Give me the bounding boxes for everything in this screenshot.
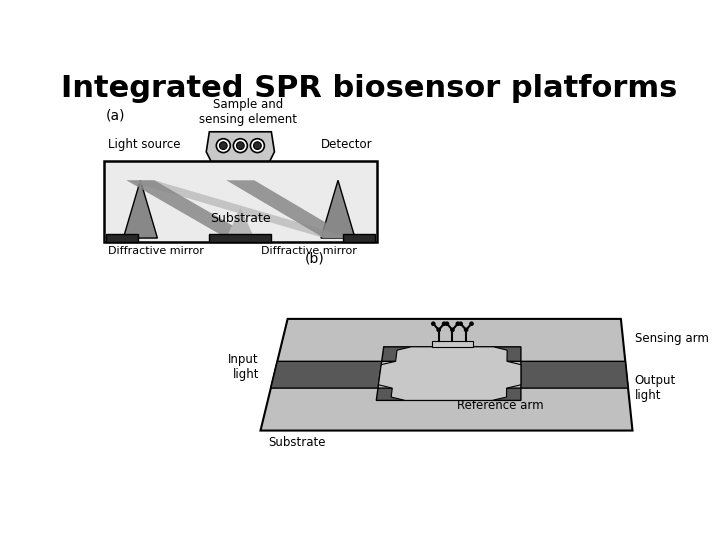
Circle shape — [436, 328, 441, 332]
Text: Substrate: Substrate — [269, 436, 325, 449]
Circle shape — [431, 321, 436, 326]
Circle shape — [456, 321, 460, 326]
Polygon shape — [123, 180, 158, 238]
Polygon shape — [377, 388, 521, 400]
Text: (a): (a) — [106, 109, 125, 123]
Polygon shape — [226, 180, 352, 238]
Text: Input
light: Input light — [228, 353, 259, 381]
Polygon shape — [127, 180, 254, 238]
Polygon shape — [261, 319, 632, 430]
Circle shape — [251, 139, 264, 153]
Polygon shape — [521, 361, 628, 388]
Polygon shape — [382, 347, 521, 361]
Polygon shape — [271, 361, 382, 388]
Text: Diffractive mirror: Diffractive mirror — [108, 246, 204, 256]
Bar — [210, 234, 271, 242]
Bar — [104, 161, 377, 242]
Text: Diffractive mirror: Diffractive mirror — [261, 246, 356, 256]
Polygon shape — [379, 347, 521, 400]
Text: (b): (b) — [305, 251, 325, 265]
Circle shape — [220, 142, 228, 150]
Polygon shape — [127, 180, 352, 238]
Polygon shape — [321, 180, 355, 238]
Circle shape — [253, 142, 261, 150]
Circle shape — [459, 321, 463, 326]
Text: Detector: Detector — [321, 138, 373, 151]
Circle shape — [236, 142, 244, 150]
Bar — [106, 234, 138, 242]
Text: Light source: Light source — [108, 138, 180, 151]
Text: Substrate: Substrate — [210, 212, 271, 225]
Circle shape — [442, 321, 446, 326]
Circle shape — [216, 139, 230, 153]
Circle shape — [445, 321, 449, 326]
Text: Output
light: Output light — [635, 374, 676, 402]
Bar — [432, 341, 473, 347]
Circle shape — [464, 328, 469, 332]
Circle shape — [233, 139, 248, 153]
Polygon shape — [226, 207, 254, 238]
Polygon shape — [206, 132, 274, 161]
Circle shape — [469, 321, 474, 326]
Circle shape — [450, 328, 455, 332]
Text: Sample and
sensing element: Sample and sensing element — [199, 98, 297, 126]
Text: Reference arm: Reference arm — [457, 400, 544, 413]
Bar — [343, 234, 375, 242]
Text: Integrated SPR biosensor platforms: Integrated SPR biosensor platforms — [60, 74, 678, 103]
Text: Sensing arm: Sensing arm — [635, 332, 708, 345]
